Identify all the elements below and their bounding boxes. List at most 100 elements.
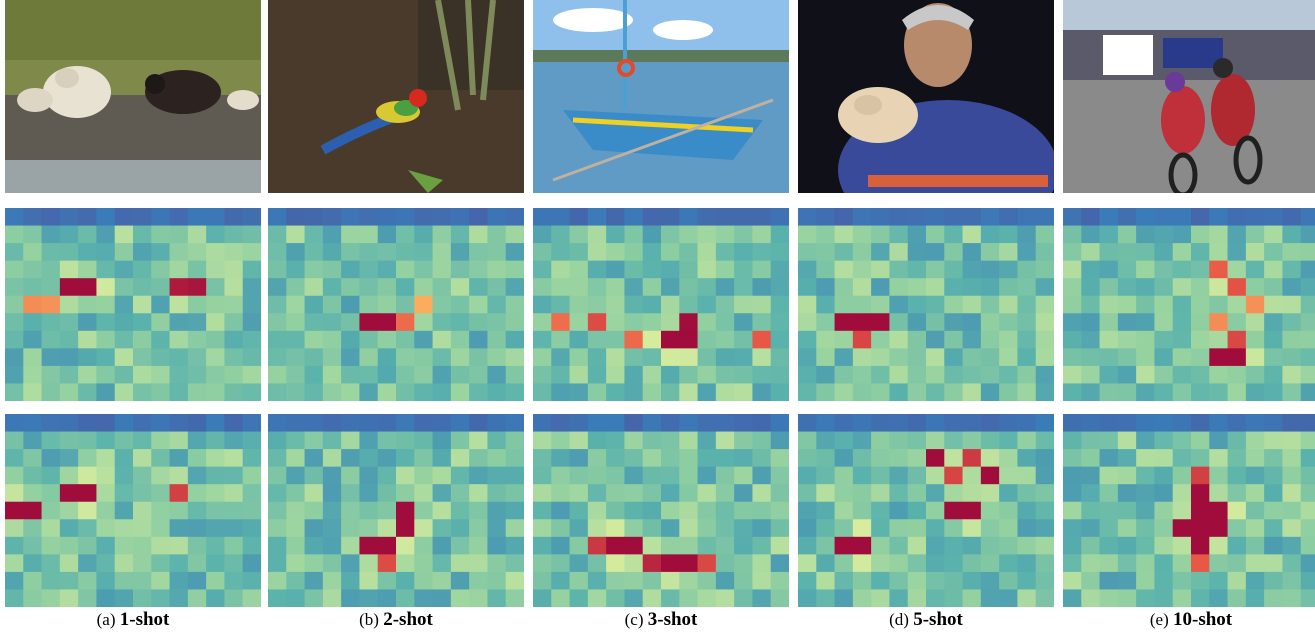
heatmap-cell — [96, 414, 116, 433]
heatmap-cell — [734, 348, 754, 367]
heatmap-cell — [551, 554, 571, 573]
heatmap-baseline — [798, 208, 1054, 401]
heatmap-cell — [587, 431, 607, 450]
heatmap-cell — [1117, 295, 1137, 314]
heatmap-cell — [852, 260, 872, 279]
heatmap-cell — [59, 243, 79, 262]
heatmap-cell — [697, 589, 717, 607]
heatmap-cell — [679, 260, 699, 279]
heatmap-cell — [206, 295, 226, 314]
heatmap-cell — [1099, 466, 1119, 485]
heatmap-cell — [1191, 278, 1210, 297]
heatmap-cell — [661, 330, 680, 349]
heatmap-cell — [715, 589, 735, 607]
heatmap-cell — [450, 260, 470, 279]
heatmap-cell — [798, 208, 817, 227]
heatmap-cell — [1191, 243, 1210, 262]
heatmap-cell — [469, 383, 489, 401]
heatmap-cell — [487, 348, 507, 367]
heatmap-cell — [907, 383, 927, 401]
heatmap-cell — [322, 449, 342, 468]
heatmap-cell — [341, 536, 361, 555]
heatmap-cell — [944, 501, 964, 520]
heatmap-cell — [505, 414, 524, 433]
heatmap-cell — [752, 571, 772, 591]
heatmap-cell — [505, 260, 524, 279]
heatmap-cell — [1154, 484, 1174, 503]
heatmap-cell — [606, 554, 626, 573]
heatmap-cell — [78, 208, 98, 227]
heatmap-cell — [78, 278, 98, 297]
heatmap-cell — [606, 484, 626, 503]
heatmap-cell — [606, 330, 626, 349]
heatmap-cell — [396, 501, 415, 520]
heatmap-cell — [359, 295, 379, 314]
heatmap-cell — [1191, 313, 1210, 332]
heatmap-cell — [23, 519, 43, 538]
heatmap-cell — [5, 295, 24, 314]
heatmap-cell — [533, 431, 552, 450]
heatmap-cell — [41, 484, 61, 503]
heatmap-cell — [852, 536, 872, 555]
heatmap-cell — [5, 313, 24, 332]
heatmap-cell — [505, 519, 524, 538]
heatmap-cell — [78, 466, 98, 485]
heatmap-cell — [1191, 414, 1210, 433]
heatmap-cell — [679, 449, 699, 468]
heatmap-cell — [322, 519, 342, 538]
heatmap-cell — [1245, 208, 1265, 227]
heatmap-cell — [926, 330, 945, 349]
heatmap-cell — [569, 431, 589, 450]
heatmap-cell — [505, 278, 524, 297]
heatmap-cell — [606, 383, 626, 401]
heatmap-cell — [624, 243, 644, 262]
heatmap-cell — [962, 466, 982, 485]
heatmap-cell — [871, 330, 891, 349]
heatmap-cell — [697, 243, 717, 262]
heatmap-cell — [661, 449, 680, 468]
heatmap-cell — [587, 449, 607, 468]
heatmap-cell — [907, 313, 927, 332]
heatmap-cell — [359, 313, 379, 332]
heatmap-cell — [624, 225, 644, 244]
heatmap-cell — [469, 243, 489, 262]
heatmap-cell — [487, 589, 507, 607]
heatmap-cell — [770, 431, 789, 450]
heatmap-cell — [980, 414, 1000, 433]
heatmap-cell — [169, 330, 189, 349]
heatmap-cell — [1117, 501, 1137, 520]
heatmap-cell — [41, 501, 61, 520]
heatmap-cell — [377, 414, 397, 433]
heatmap-cell — [606, 278, 626, 297]
heatmap-cell — [697, 313, 717, 332]
heatmap-cell — [1172, 484, 1192, 503]
heatmap-cell — [414, 519, 434, 538]
heatmap-cell — [606, 365, 626, 385]
heatmap-cell — [1191, 383, 1210, 401]
heatmap-cell — [816, 243, 836, 262]
heatmap-cell — [224, 260, 244, 279]
heatmap-cell — [642, 313, 662, 332]
heatmap-cell — [487, 260, 507, 279]
heatmap-cell — [505, 243, 524, 262]
heatmap-cell — [224, 431, 244, 450]
heatmap-cell — [1154, 313, 1174, 332]
heatmap-cell — [661, 466, 680, 485]
heatmap-cell — [242, 383, 261, 401]
heatmap-cell — [469, 571, 489, 591]
heatmap-cell — [551, 330, 571, 349]
heatmap-cell — [286, 449, 306, 468]
heatmap-cell — [133, 243, 152, 262]
heatmap-cell — [1209, 260, 1229, 279]
heatmap-cell — [1136, 383, 1156, 401]
heatmap-cell — [1099, 260, 1119, 279]
heatmap-cell — [816, 571, 836, 591]
heatmap-cell — [926, 348, 945, 367]
heatmap-cell — [286, 466, 306, 485]
heatmap-cell — [1099, 208, 1119, 227]
heatmap-cell — [798, 519, 817, 538]
heatmap-cell — [798, 484, 817, 503]
heatmap-cell — [133, 313, 152, 332]
heatmap-cell — [816, 554, 836, 573]
heatmap-cell — [169, 554, 189, 573]
